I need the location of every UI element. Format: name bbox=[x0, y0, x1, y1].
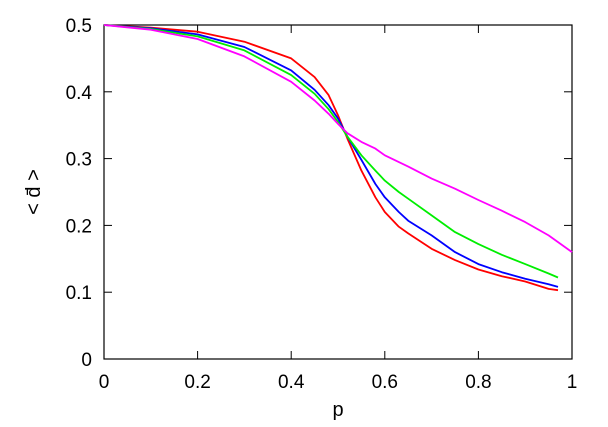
plot-frame bbox=[103, 24, 573, 360]
y-tick-label: 0 bbox=[81, 350, 92, 371]
series-line-3 bbox=[103, 24, 559, 279]
series-line-4 bbox=[103, 24, 573, 253]
y-axis-ticks: 0 0.1 0.2 0.3 0.4 0.5 bbox=[66, 16, 572, 371]
y-axis-title: < d̄ > bbox=[23, 169, 45, 215]
series-lines bbox=[103, 24, 573, 292]
series-line-2 bbox=[103, 24, 559, 288]
y-tick-label: 0.4 bbox=[66, 83, 93, 104]
y-tick-label: 0.3 bbox=[66, 150, 92, 171]
x-tick-label: 0.2 bbox=[184, 372, 210, 393]
x-axis-ticks: 0 0.2 0.4 0.6 0.8 1 bbox=[99, 25, 578, 393]
x-tick-label: 0.8 bbox=[465, 372, 491, 393]
x-axis-title: p bbox=[332, 399, 343, 421]
y-tick-label: 0.1 bbox=[66, 283, 92, 304]
x-tick-label: 0.6 bbox=[372, 372, 398, 393]
x-tick-label: 1 bbox=[567, 372, 578, 393]
y-tick-label: 0.5 bbox=[66, 16, 92, 37]
x-tick-label: 0 bbox=[99, 372, 110, 393]
x-tick-label: 0.4 bbox=[278, 372, 305, 393]
series-line-1 bbox=[103, 24, 559, 292]
y-tick-label: 0.2 bbox=[66, 216, 92, 237]
